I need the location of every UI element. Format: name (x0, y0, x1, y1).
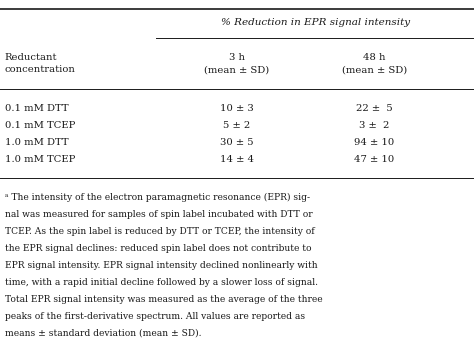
Text: 94 ± 10: 94 ± 10 (355, 138, 394, 147)
Text: 5 ± 2: 5 ± 2 (223, 121, 251, 130)
Text: 22 ±  5: 22 ± 5 (356, 104, 393, 113)
Text: 47 ± 10: 47 ± 10 (355, 155, 394, 164)
Text: means ± standard deviation (mean ± SD).: means ± standard deviation (mean ± SD). (5, 329, 201, 338)
Text: peaks of the first-derivative spectrum. All values are reported as: peaks of the first-derivative spectrum. … (5, 312, 305, 321)
Text: ᵃ The intensity of the electron paramagnetic resonance (EPR) sig-: ᵃ The intensity of the electron paramagn… (5, 193, 310, 202)
Text: 10 ± 3: 10 ± 3 (220, 104, 254, 113)
Text: nal was measured for samples of spin label incubated with DTT or: nal was measured for samples of spin lab… (5, 210, 312, 219)
Text: Reductant
concentration: Reductant concentration (5, 53, 76, 74)
Text: Total EPR signal intensity was measured as the average of the three: Total EPR signal intensity was measured … (5, 295, 322, 304)
Text: 48 h
(mean ± SD): 48 h (mean ± SD) (342, 53, 407, 74)
Text: 0.1 mM TCEP: 0.1 mM TCEP (5, 121, 75, 130)
Text: TCEP. As the spin label is reduced by DTT or TCEP, the intensity of: TCEP. As the spin label is reduced by DT… (5, 227, 314, 236)
Text: 30 ± 5: 30 ± 5 (220, 138, 254, 147)
Text: 0.1 mM DTT: 0.1 mM DTT (5, 104, 68, 113)
Text: the EPR signal declines: reduced spin label does not contribute to: the EPR signal declines: reduced spin la… (5, 244, 311, 253)
Text: 3 ±  2: 3 ± 2 (359, 121, 390, 130)
Text: 1.0 mM TCEP: 1.0 mM TCEP (5, 155, 75, 164)
Text: 3 h
(mean ± SD): 3 h (mean ± SD) (204, 53, 270, 74)
Text: 1.0 mM DTT: 1.0 mM DTT (5, 138, 68, 147)
Text: % Reduction in EPR signal intensity: % Reduction in EPR signal intensity (221, 18, 410, 27)
Text: EPR signal intensity. EPR signal intensity declined nonlinearly with: EPR signal intensity. EPR signal intensi… (5, 261, 318, 270)
Text: 14 ± 4: 14 ± 4 (220, 155, 254, 164)
Text: time, with a rapid initial decline followed by a slower loss of signal.: time, with a rapid initial decline follo… (5, 278, 318, 287)
